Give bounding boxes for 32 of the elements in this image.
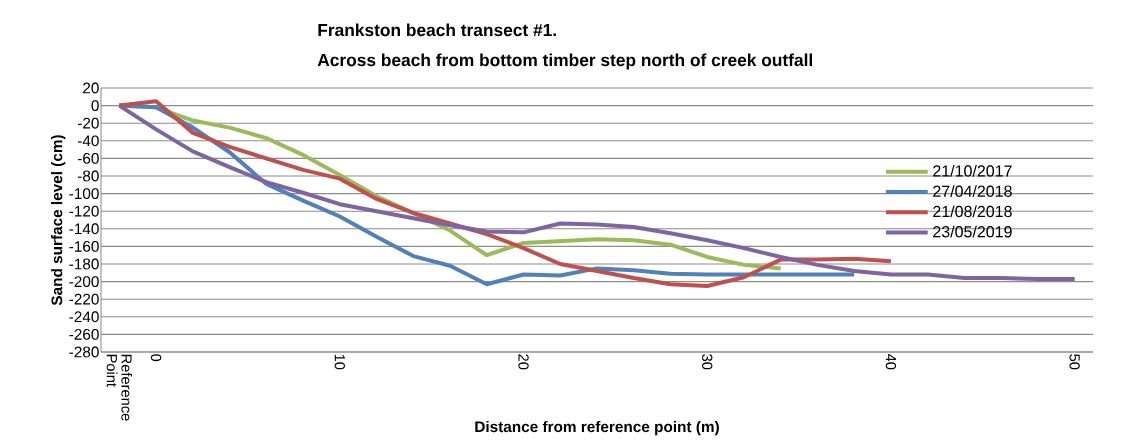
legend-label: 27/04/2018	[933, 185, 1012, 197]
y-tick-label: -160	[69, 240, 99, 252]
x-tick-label: 50	[1069, 354, 1080, 370]
x-tick-label: 0	[150, 354, 162, 362]
y-tick-label: -220	[69, 293, 99, 305]
y-tick-label: -40	[77, 135, 99, 147]
x-axis-title: Distance from reference point (m)	[475, 420, 719, 436]
chart-subtitle: Across beach from bottom timber step north of creek outfall	[317, 53, 813, 70]
y-tick-label: -20	[77, 117, 99, 129]
legend-label: 21/10/2017	[933, 164, 1012, 177]
y-tick-label: -180	[69, 258, 99, 270]
y-tick-label: -240	[69, 311, 99, 323]
y-tick-label: 20	[83, 82, 99, 94]
x-tick-label: 40	[885, 353, 897, 370]
legend-label: 21/08/2018	[933, 205, 1012, 218]
y-axis-title: Sand surface level (cm)	[51, 135, 66, 306]
y-tick-label: -80	[77, 170, 99, 182]
x-tick-label: 30	[702, 354, 713, 370]
x-tick-label: 20	[518, 354, 529, 370]
y-tick-label: -120	[69, 205, 99, 217]
y-tick-label: -60	[77, 152, 99, 164]
x-tick-label: Reference Point	[106, 354, 133, 421]
x-tick-label: 10	[334, 354, 345, 370]
line-series	[117, 103, 1077, 281]
y-tick-label: -200	[69, 276, 99, 288]
y-tick-label: 0	[91, 100, 99, 112]
y-tick-label: -100	[69, 188, 99, 200]
chart-title: Frankston beach transect #1.	[318, 23, 556, 37]
y-tick-label: -260	[69, 328, 99, 340]
y-tick-label: -140	[69, 223, 99, 235]
y-tick-label: -280	[69, 346, 99, 358]
legend-label: 23/05/2019	[933, 225, 1012, 238]
